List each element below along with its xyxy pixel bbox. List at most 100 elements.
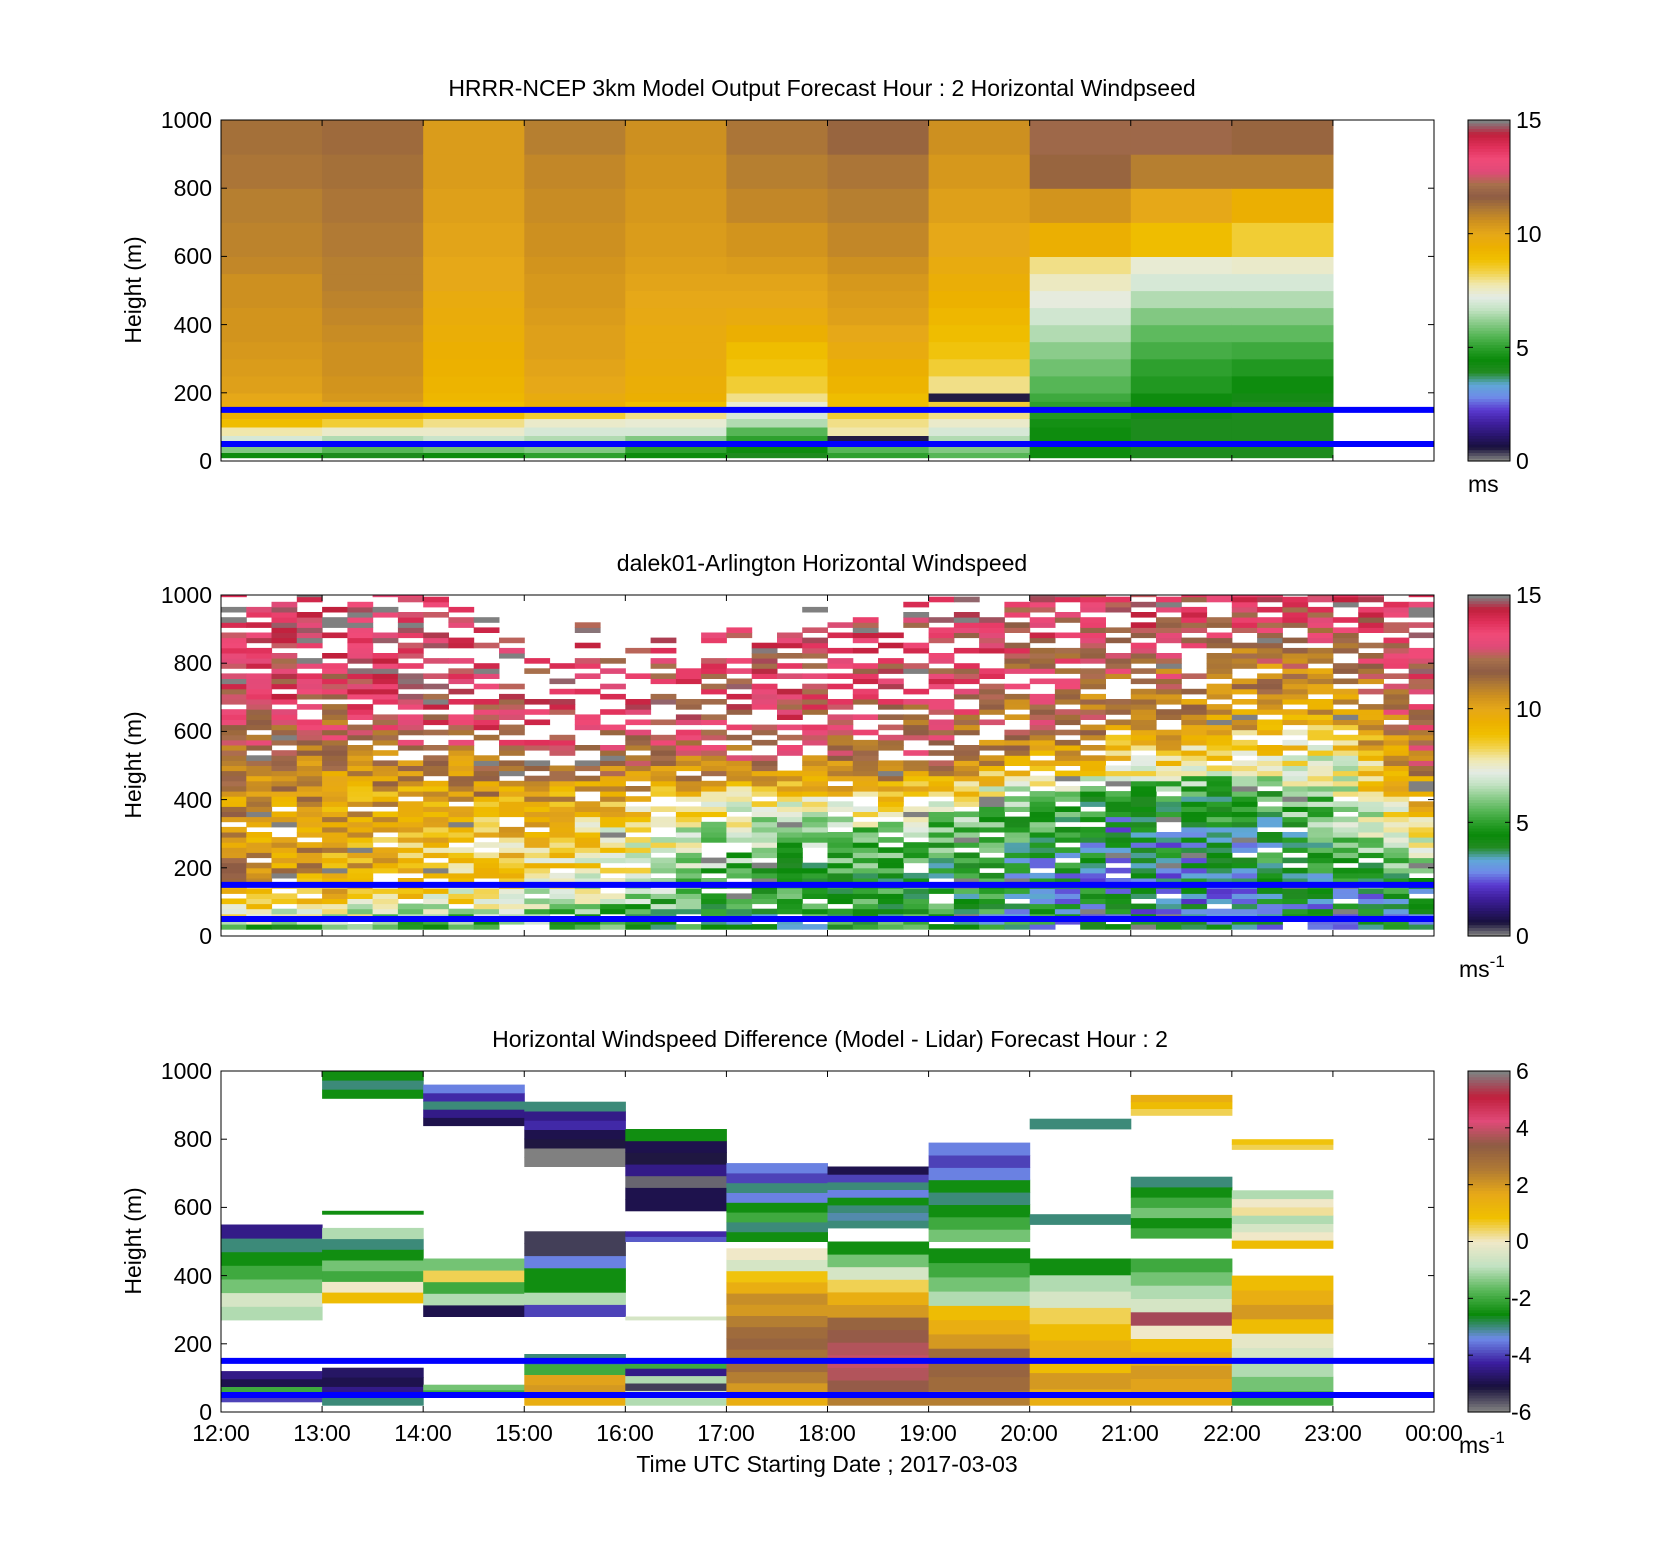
- colorbar-swatch: [1468, 705, 1510, 710]
- lidar-cell: [878, 806, 904, 812]
- lidar-cell: [675, 908, 702, 915]
- lidar-cell: [524, 765, 551, 772]
- model-cell: [221, 392, 323, 402]
- lidar-cell: [448, 888, 475, 894]
- difference-colorbar-tick-2: 2: [1516, 1172, 1529, 1198]
- lidar-cell: [852, 903, 879, 910]
- lidar-cell: [1181, 867, 1208, 874]
- lidar-cell: [1231, 888, 1258, 894]
- lidar-cell: [271, 780, 298, 787]
- lidar-cell: [397, 595, 424, 598]
- lidar-cell: [928, 704, 955, 710]
- lidar-cell: [246, 724, 273, 731]
- lidar-cell: [878, 699, 904, 705]
- lidar-cell: [524, 760, 551, 766]
- lidar-cell: [650, 750, 677, 756]
- model-cell: [726, 222, 829, 257]
- model-cell: [625, 341, 727, 360]
- model-cell: [625, 392, 727, 402]
- lidar-cell: [1257, 683, 1283, 690]
- difference-cell: [625, 1360, 727, 1369]
- lidar-cell: [271, 622, 298, 628]
- lidar-cell: [322, 760, 348, 766]
- lidar-cell: [1231, 816, 1258, 823]
- lidar-cell: [777, 673, 803, 679]
- difference-cell: [726, 1293, 828, 1305]
- difference-panel: Horizontal Windspeed Difference (Model -…: [120, 1026, 1532, 1477]
- lidar-cell: [979, 826, 1005, 833]
- lidar-cell: [979, 642, 1005, 649]
- lidar-cell: [246, 719, 273, 726]
- lidar-cell: [397, 878, 424, 884]
- lidar-cell: [953, 688, 980, 695]
- lidar-cell: [827, 734, 854, 741]
- lidar-cell: [397, 663, 424, 669]
- lidar-cell: [1105, 755, 1132, 761]
- lidar-cell: [1080, 601, 1106, 608]
- lidar-cell: [1408, 653, 1434, 659]
- colorbar-swatch: [1468, 1329, 1510, 1334]
- lidar-cell: [1307, 888, 1334, 894]
- lidar-cell: [1206, 632, 1233, 639]
- lidar-cell: [1307, 826, 1334, 833]
- model-cell: [423, 426, 525, 436]
- colorbar-swatch: [1468, 1130, 1510, 1135]
- colorbar-swatch: [1468, 1164, 1510, 1169]
- colorbar-swatch: [1468, 813, 1510, 818]
- lidar-cell: [524, 719, 551, 726]
- colorbar-swatch: [1468, 666, 1510, 670]
- lidar-cell: [499, 760, 525, 766]
- lidar-cell: [777, 632, 803, 639]
- lidar-cell: [1206, 688, 1233, 695]
- colorbar-swatch: [1468, 1170, 1510, 1174]
- colorbar-swatch: [1468, 1241, 1510, 1245]
- lidar-cell: [473, 673, 500, 679]
- model-cell: [221, 154, 323, 189]
- colorbar-swatch: [1468, 1338, 1510, 1342]
- lidar-cell: [1181, 796, 1208, 802]
- lidar-cell: [1231, 729, 1258, 736]
- colorbar-swatch: [1468, 128, 1510, 132]
- lidar-cell: [1408, 847, 1434, 853]
- lidar-cell: [347, 893, 374, 899]
- lidar-cell: [246, 622, 273, 628]
- lidar-cell: [1282, 668, 1309, 674]
- lidar-cell: [397, 837, 424, 843]
- colorbar-swatch: [1468, 1301, 1510, 1305]
- lidar-cell: [1029, 857, 1056, 864]
- colorbar-swatch: [1468, 1198, 1510, 1203]
- colorbar-swatch: [1468, 830, 1510, 835]
- lidar-cell: [499, 801, 525, 807]
- lidar-cell: [1105, 750, 1132, 756]
- lidar-cell: [726, 791, 753, 797]
- colorbar-swatch: [1468, 1275, 1510, 1280]
- lidar-cell: [903, 612, 930, 618]
- lidar-y-tick-800: 800: [174, 650, 212, 676]
- lidar-cell: [1307, 872, 1334, 879]
- lidar-cell: [1130, 622, 1157, 628]
- model-cell: [1231, 375, 1334, 394]
- lidar-cell: [296, 642, 323, 649]
- difference-cell: [625, 1397, 727, 1406]
- lidar-cell: [1383, 724, 1410, 731]
- lidar-cell: [1282, 770, 1309, 777]
- lidar-cell: [1358, 878, 1384, 884]
- lidar-cell: [777, 878, 803, 884]
- lidar-cell: [1105, 796, 1132, 802]
- lidar-cell: [1307, 709, 1334, 715]
- lidar-cell: [1383, 847, 1410, 853]
- lidar-cell: [448, 673, 475, 679]
- lidar-cell: [1383, 816, 1410, 823]
- lidar-cell: [903, 775, 930, 782]
- colorbar-swatch: [1468, 134, 1510, 138]
- lidar-cell: [524, 847, 551, 853]
- lidar-cell: [751, 642, 778, 649]
- lidar-cell: [473, 775, 500, 782]
- lidar-cell: [903, 806, 930, 812]
- lidar-cell: [1054, 714, 1081, 720]
- lidar-cell: [397, 806, 424, 812]
- lidar-cell: [1307, 612, 1334, 618]
- lidar-cell: [397, 765, 424, 772]
- lidar-cell: [1383, 924, 1410, 930]
- model-cell: [423, 452, 525, 459]
